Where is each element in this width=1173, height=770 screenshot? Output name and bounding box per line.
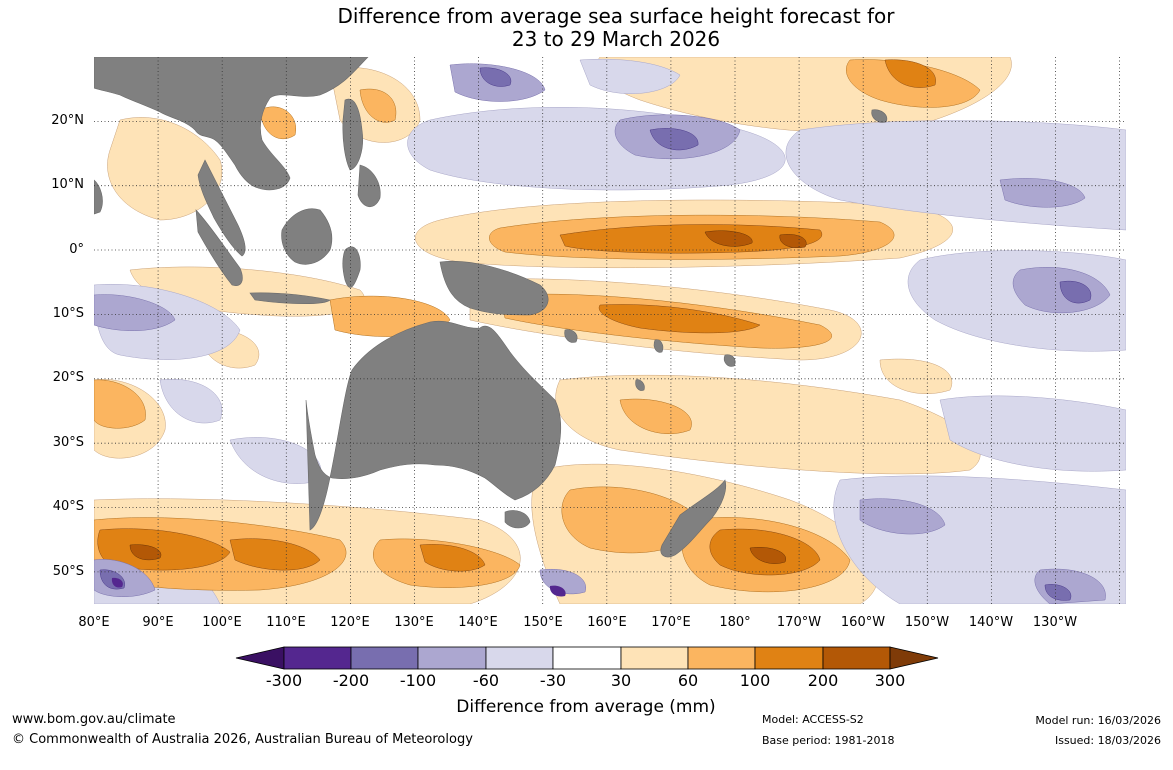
anomaly-60-100-regions: [94, 59, 981, 593]
colorbar-tick-label: 200: [807, 671, 839, 690]
colorbar-tick-label: -300: [265, 671, 303, 690]
colorbar-bin: [687, 646, 756, 670]
anomaly-200-300-regions: [129, 230, 807, 564]
lat-label: 40°S: [52, 499, 84, 514]
lat-label: 10°S: [52, 306, 84, 321]
graticule: [94, 57, 1126, 604]
model-name: Model: ACCESS-S2: [762, 713, 864, 726]
colorbar-bin: [485, 646, 554, 670]
lon-label: 170°W: [776, 615, 822, 630]
anomaly-minus200-minus300-regions: [111, 577, 566, 597]
colorbar-tick-label: 100: [739, 671, 771, 690]
issued-date: Issued: 18/03/2026: [1054, 734, 1161, 747]
colorbar-bin: [417, 646, 487, 670]
lon-label: 110°E: [266, 615, 306, 630]
colorbar-title: Difference from average (mm): [456, 697, 716, 717]
chart-subtitle: 23 to 29 March 2026: [511, 27, 721, 51]
copyright-text: © Commonwealth of Australia 2026, Austra…: [12, 732, 473, 747]
lon-label: 160°E: [587, 615, 627, 630]
lon-label: 140°W: [968, 615, 1014, 630]
lon-label: 130°W: [1032, 615, 1078, 630]
model-run-date: Model run: 16/03/2026: [1035, 714, 1161, 727]
lat-label: 30°S: [52, 435, 84, 450]
lon-label: 120°E: [330, 615, 370, 630]
colorbar-bin: [754, 646, 824, 670]
colorbar-bin: [822, 646, 891, 670]
colorbar-bin: [620, 646, 689, 670]
lon-label: 150°E: [523, 615, 563, 630]
colorbar-extension-high: [889, 646, 939, 670]
land: [94, 57, 888, 558]
lat-label: 20°S: [52, 370, 84, 385]
colorbar-bin: [283, 646, 352, 670]
lon-label: 150°W: [904, 615, 950, 630]
lat-label: 20°N: [51, 113, 84, 128]
colorbar-tick-label: -100: [399, 671, 437, 690]
base-period: Base period: 1981-2018: [762, 734, 895, 747]
colorbar-tick-label: 300: [874, 671, 906, 690]
colorbar-tick-label: -60: [472, 671, 500, 690]
anomaly-100-200-regions: [97, 59, 936, 576]
lon-label: 130°E: [394, 615, 434, 630]
colorbar-tick-label: -200: [332, 671, 370, 690]
colorbar-bin: [350, 646, 419, 670]
lon-label: 80°E: [78, 615, 110, 630]
chart-title: Difference from average sea surface heig…: [337, 4, 895, 28]
lon-label: 140°E: [458, 615, 498, 630]
lat-label: 50°S: [52, 564, 84, 579]
lon-label: 170°E: [651, 615, 691, 630]
website-link[interactable]: www.bom.gov.au/climate: [12, 712, 176, 727]
lat-label: 0°: [69, 242, 84, 257]
colorbar-tick-label: 60: [677, 671, 699, 690]
lon-label: 100°E: [202, 615, 242, 630]
colorbar-bin: [552, 646, 622, 670]
lon-label: 90°E: [142, 615, 174, 630]
lon-label: 180°: [719, 615, 751, 630]
colorbar-tick-label: 30: [610, 671, 632, 690]
map-field: [94, 57, 1126, 604]
colorbar-extension-low: [235, 646, 285, 670]
lon-label: 160°W: [840, 615, 886, 630]
lat-label: 10°N: [51, 177, 84, 192]
colorbar: [235, 646, 939, 670]
colorbar-tick-label: -30: [539, 671, 567, 690]
